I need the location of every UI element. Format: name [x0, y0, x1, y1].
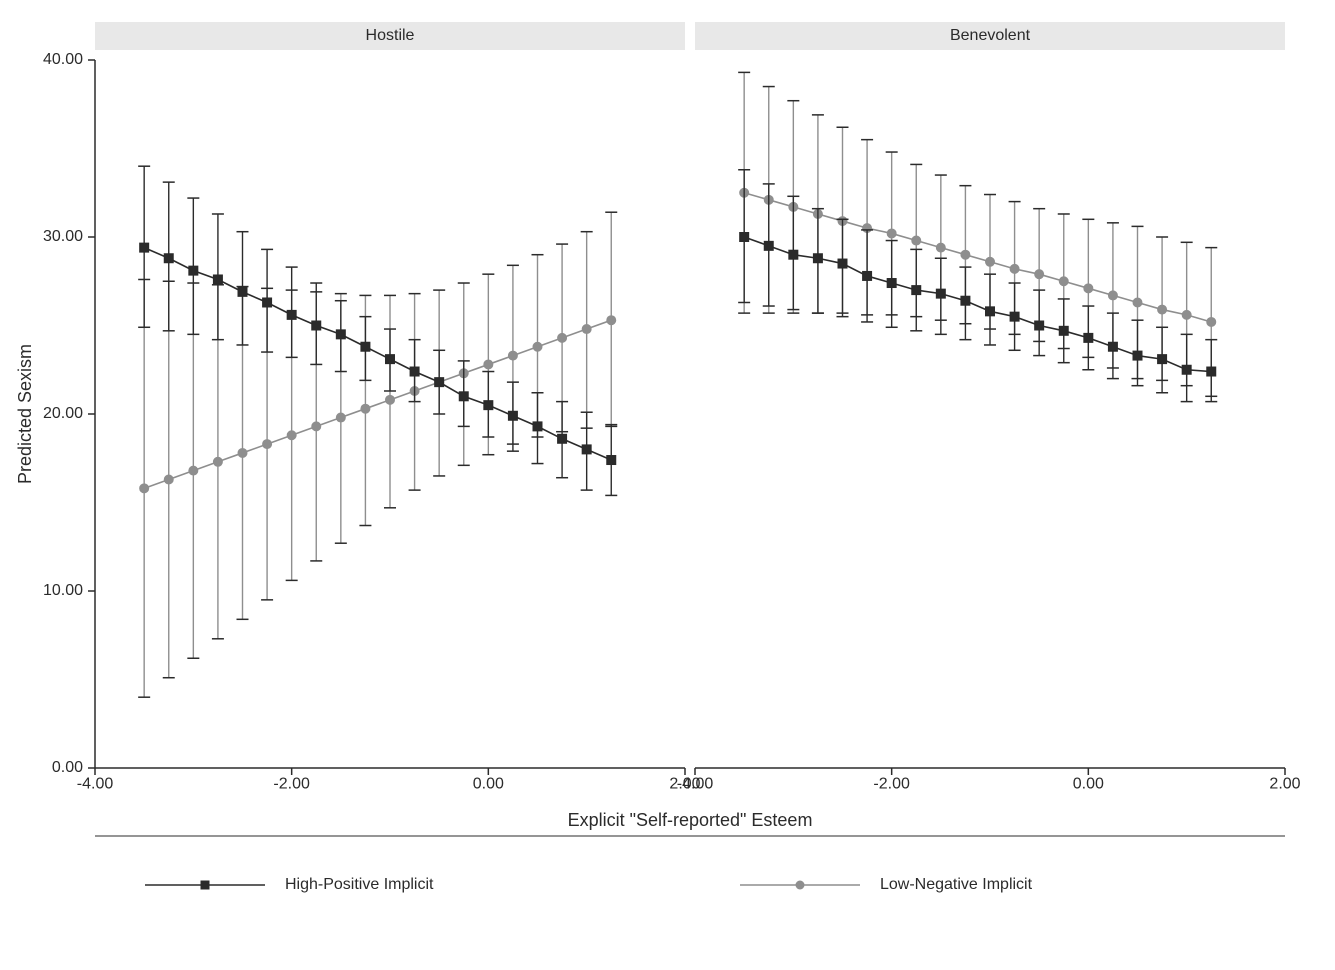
marker-square — [912, 286, 921, 295]
marker-square — [607, 456, 616, 465]
y-tick-label: 0.00 — [52, 759, 83, 776]
x-tick-label: 2.00 — [1269, 775, 1300, 792]
legend-label: Low-Negative Implicit — [880, 876, 1033, 893]
marker-square — [238, 287, 247, 296]
marker-circle — [582, 325, 591, 334]
marker-circle — [1035, 270, 1044, 279]
marker-circle — [986, 257, 995, 266]
marker-square — [582, 445, 591, 454]
marker-circle — [1010, 264, 1019, 273]
x-axis-title: Explicit "Self-reported" Esteem — [568, 810, 813, 830]
marker-square — [1084, 333, 1093, 342]
marker-circle — [386, 395, 395, 404]
panel-title: Hostile — [366, 27, 415, 44]
y-tick-label: 20.00 — [43, 405, 83, 422]
marker-circle — [213, 457, 222, 466]
marker-square — [789, 250, 798, 259]
marker-square — [1207, 367, 1216, 376]
marker-square — [863, 271, 872, 280]
y-tick-label: 40.00 — [43, 51, 83, 68]
marker-square — [459, 392, 468, 401]
series-benev_high — [738, 170, 1217, 402]
legend-marker-circle — [796, 881, 805, 890]
marker-square — [140, 243, 149, 252]
marker-square — [764, 241, 773, 250]
marker-square — [410, 367, 419, 376]
x-tick-label: -4.00 — [677, 775, 714, 792]
marker-circle — [936, 243, 945, 252]
marker-square — [986, 307, 995, 316]
marker-circle — [1059, 277, 1068, 286]
marker-square — [484, 401, 493, 410]
marker-square — [164, 254, 173, 263]
marker-circle — [607, 316, 616, 325]
marker-circle — [1084, 284, 1093, 293]
marker-square — [263, 298, 272, 307]
marker-square — [961, 296, 970, 305]
marker-square — [1035, 321, 1044, 330]
marker-square — [1108, 342, 1117, 351]
marker-circle — [361, 404, 370, 413]
marker-square — [936, 289, 945, 298]
y-axis-title: Predicted Sexism — [15, 344, 35, 484]
marker-square — [386, 355, 395, 364]
marker-square — [1133, 351, 1142, 360]
marker-circle — [1182, 310, 1191, 319]
marker-circle — [484, 360, 493, 369]
panel-title: Benevolent — [950, 27, 1031, 44]
marker-square — [213, 275, 222, 284]
marker-circle — [140, 484, 149, 493]
marker-circle — [287, 431, 296, 440]
marker-circle — [961, 250, 970, 259]
x-tick-label: -2.00 — [273, 775, 310, 792]
marker-square — [533, 422, 542, 431]
marker-square — [312, 321, 321, 330]
marker-circle — [1158, 305, 1167, 314]
marker-square — [1158, 355, 1167, 364]
legend-item: Low-Negative Implicit — [740, 876, 1033, 893]
marker-square — [838, 259, 847, 268]
legend-item: High-Positive Implicit — [145, 876, 434, 893]
figure-svg: 0.00 10.00 20.00 30.00 40.00 Predicted Sexism… — [0, 0, 1335, 970]
legend-marker-square — [201, 881, 210, 890]
series-hostile_low — [138, 212, 617, 697]
marker-square — [1010, 312, 1019, 321]
x-tick-label: 0.00 — [1073, 775, 1104, 792]
series-benev_low — [738, 72, 1217, 396]
y-tick-label: 30.00 — [43, 228, 83, 245]
marker-circle — [1108, 291, 1117, 300]
marker-square — [740, 233, 749, 242]
marker-circle — [887, 229, 896, 238]
marker-square — [336, 330, 345, 339]
marker-circle — [238, 448, 247, 457]
marker-circle — [912, 236, 921, 245]
marker-circle — [189, 466, 198, 475]
x-tick-label: -4.00 — [77, 775, 114, 792]
y-tick-label: 10.00 — [43, 582, 83, 599]
marker-square — [558, 434, 567, 443]
marker-square — [508, 411, 517, 420]
marker-square — [189, 266, 198, 275]
marker-square — [1182, 365, 1191, 374]
marker-circle — [508, 351, 517, 360]
marker-circle — [312, 422, 321, 431]
marker-circle — [1133, 298, 1142, 307]
marker-circle — [336, 413, 345, 422]
marker-square — [1059, 326, 1068, 335]
x-tick-label: 0.00 — [473, 775, 504, 792]
marker-circle — [263, 440, 272, 449]
marker-square — [435, 378, 444, 387]
marker-square — [887, 279, 896, 288]
marker-square — [361, 342, 370, 351]
legend-label: High-Positive Implicit — [285, 876, 434, 893]
marker-square — [813, 254, 822, 263]
marker-circle — [558, 333, 567, 342]
marker-circle — [1207, 317, 1216, 326]
marker-square — [287, 310, 296, 319]
figure-root: 0.00 10.00 20.00 30.00 40.00 Predicted Sexism… — [0, 0, 1335, 970]
marker-circle — [533, 342, 542, 351]
x-tick-label: -2.00 — [873, 775, 910, 792]
marker-circle — [164, 475, 173, 484]
series-hostile_high — [138, 166, 617, 495]
